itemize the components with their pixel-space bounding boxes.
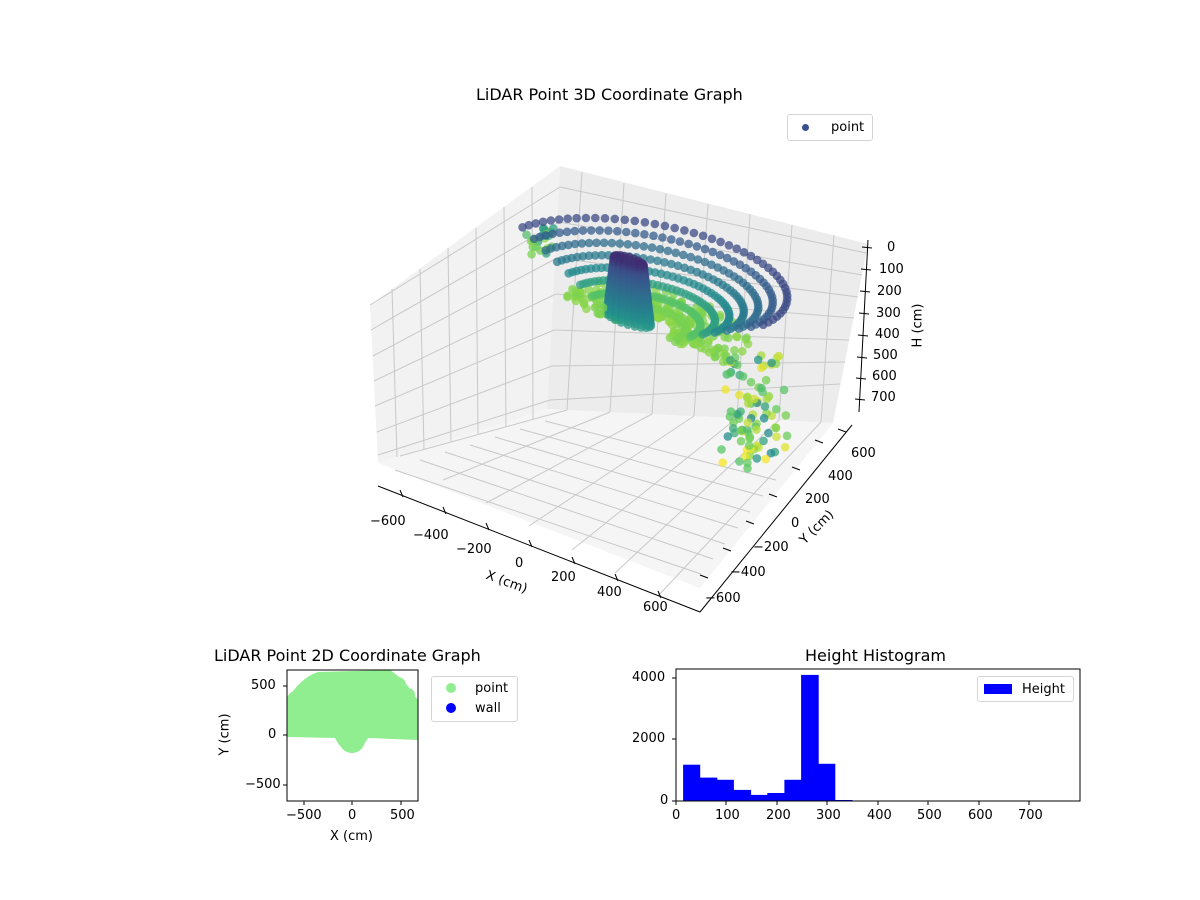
y-tick-label: 0 [791, 516, 800, 531]
z-tick-label: 700 [871, 390, 896, 405]
hist-y-tick-label: 4000 [632, 670, 666, 685]
x2d-tick-label: 0 [348, 808, 357, 823]
x2d-tick-label: −500 [286, 808, 322, 823]
z-tick-label: 100 [879, 262, 904, 277]
x-tick-label: 400 [597, 585, 622, 600]
x-tick-label: 600 [643, 600, 668, 615]
x-tick-label: 0 [515, 556, 524, 571]
y2d-axis-label: Y (cm) [217, 713, 233, 756]
hist-x-tick-label: 100 [715, 808, 740, 823]
x-tick-label: −200 [456, 542, 492, 557]
z-tick-label: 0 [887, 240, 896, 255]
z-axis-label: H (cm) [910, 303, 926, 348]
chart-3d-title: LiDAR Point 3D Coordinate Graph [476, 85, 743, 104]
x-tick-label: −600 [370, 514, 406, 529]
histogram-title: Height Histogram [805, 646, 946, 665]
legend-point-marker [446, 683, 456, 693]
y-tick-label: 200 [805, 492, 830, 507]
y-tick-label: 600 [851, 446, 876, 461]
y-tick-label: 400 [828, 469, 853, 484]
legend-point-label: point [831, 119, 865, 135]
z-tick-label: 500 [873, 348, 898, 363]
z-tick-label: 200 [877, 284, 902, 299]
hist-x-tick-label: 300 [816, 808, 841, 823]
hist-x-tick-label: 600 [968, 808, 993, 823]
legend-3d: point [787, 114, 873, 141]
hist-y-tick-label: 2000 [632, 731, 666, 746]
hist-x-tick-label: 400 [867, 808, 892, 823]
legend-height-marker [984, 684, 1012, 694]
z-tick-label: 400 [875, 327, 900, 342]
x2d-tick-label: 500 [390, 808, 415, 823]
point-cloud-3d [518, 213, 792, 473]
y-tick-label: −400 [730, 565, 766, 580]
chart-2d-title: LiDAR Point 2D Coordinate Graph [214, 646, 481, 665]
legend-point-label: point [475, 680, 509, 696]
y2d-tick-label: 500 [251, 678, 276, 693]
legend-wall-label: wall [475, 700, 501, 716]
y-tick-label: −600 [705, 591, 741, 606]
z-tick-label: 300 [876, 306, 901, 321]
legend-wall-marker [446, 703, 456, 713]
y2d-tick-label: 0 [268, 727, 277, 742]
legend-histogram: Height [977, 676, 1074, 702]
x2d-axis-label: X (cm) [330, 829, 373, 844]
y-tick-label: −200 [753, 540, 789, 555]
x-tick-label: −400 [413, 528, 449, 543]
x-tick-label: 200 [551, 570, 576, 585]
hist-x-tick-label: 500 [917, 808, 942, 823]
y2d-tick-label: −500 [245, 777, 281, 792]
legend-2d: point wall [431, 676, 518, 722]
legend-height-label: Height [1022, 681, 1065, 697]
legend-point-marker [802, 123, 809, 131]
hist-x-tick-label: 0 [672, 808, 681, 823]
hist-x-tick-label: 700 [1018, 808, 1043, 823]
z-tick-label: 600 [872, 369, 897, 384]
hist-y-tick-label: 0 [660, 793, 669, 808]
hist-x-tick-label: 200 [766, 808, 791, 823]
